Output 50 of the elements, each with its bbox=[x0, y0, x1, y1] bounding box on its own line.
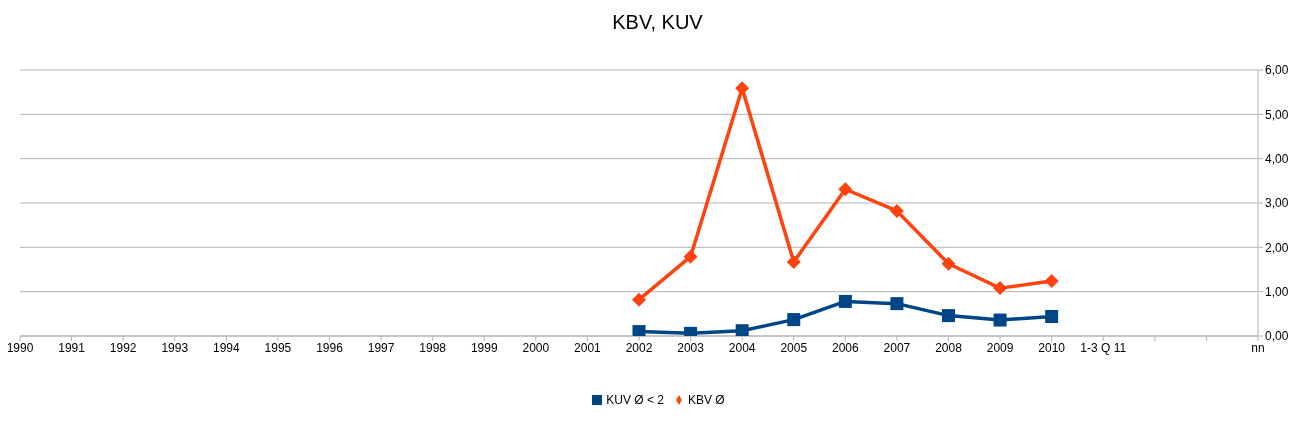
x-tick-label: 2003 bbox=[677, 340, 705, 355]
x-tick-label: 2007 bbox=[883, 340, 911, 355]
point bbox=[890, 297, 904, 311]
x-tick-label: 1990 bbox=[6, 340, 34, 355]
x-tick-label: 1997 bbox=[367, 340, 395, 355]
point bbox=[786, 254, 801, 269]
y-tick-label: 2,00 bbox=[1265, 240, 1289, 255]
x-tick-label: 2008 bbox=[935, 340, 963, 355]
point bbox=[787, 313, 801, 327]
point bbox=[735, 81, 750, 96]
y-tick-label: 6,00 bbox=[1265, 63, 1289, 78]
x-tick-label: 1-3 Q 11 bbox=[1080, 340, 1127, 355]
x-tick-label: 2010 bbox=[1038, 340, 1066, 355]
point bbox=[993, 281, 1008, 296]
x-tick-label: 1996 bbox=[316, 340, 344, 355]
point bbox=[889, 203, 904, 218]
point bbox=[1044, 274, 1059, 289]
legend-label: KUV Ø < 2 bbox=[606, 393, 664, 407]
y-tick-label: 3,00 bbox=[1265, 196, 1289, 211]
x-tick-label: 2000 bbox=[522, 340, 550, 355]
point bbox=[838, 294, 852, 308]
y-tick-label: 1,00 bbox=[1265, 284, 1289, 299]
legend-label: KBV Ø bbox=[688, 393, 725, 407]
point bbox=[632, 325, 646, 336]
point bbox=[942, 309, 955, 323]
x-tick-label: 2001 bbox=[574, 340, 602, 355]
chart-title: KBV, KUV bbox=[611, 11, 704, 34]
point bbox=[838, 182, 853, 197]
x-tick-label: 1992 bbox=[109, 340, 137, 355]
x-tick-label: 2002 bbox=[625, 340, 653, 355]
point bbox=[941, 256, 956, 271]
x-tick-label: 1999 bbox=[470, 340, 498, 355]
point bbox=[632, 292, 646, 307]
x-tick-label: 2009 bbox=[986, 340, 1014, 355]
x-tick-label: 2006 bbox=[831, 340, 859, 355]
x-tick-label: 2005 bbox=[780, 340, 808, 355]
point bbox=[683, 249, 698, 264]
point bbox=[1045, 309, 1059, 323]
x-tick-label: 1991 bbox=[58, 340, 86, 355]
y-tick-label: 4,00 bbox=[1265, 151, 1289, 166]
x-tick-label: 1993 bbox=[161, 340, 189, 355]
y-tick-label: 0,00 bbox=[1265, 329, 1289, 344]
x-tick-label: 1994 bbox=[212, 340, 240, 355]
x-tick-label: 2004 bbox=[728, 340, 756, 355]
point bbox=[735, 324, 749, 336]
x-tick-label: 1995 bbox=[264, 340, 292, 355]
point bbox=[993, 313, 1007, 327]
x-tick-label: nn bbox=[1251, 340, 1265, 355]
y-tick-label: 5,00 bbox=[1265, 107, 1289, 122]
x-tick-label: 1998 bbox=[419, 340, 447, 355]
